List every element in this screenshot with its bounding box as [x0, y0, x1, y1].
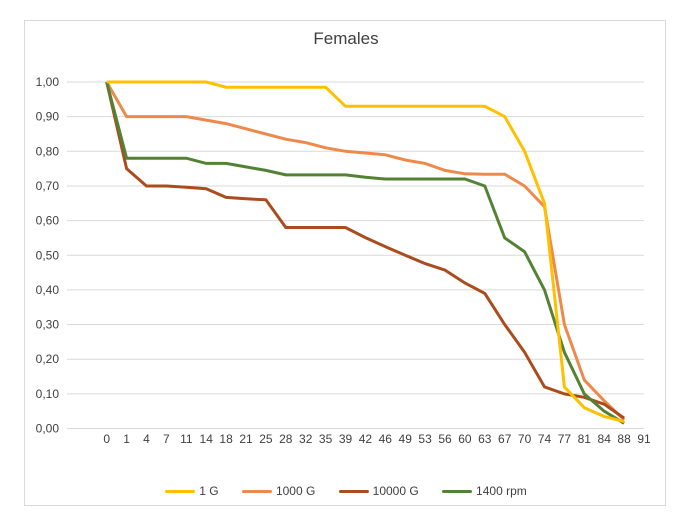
- svg-text:67: 67: [498, 432, 512, 446]
- svg-text:56: 56: [438, 432, 452, 446]
- svg-text:0,30: 0,30: [36, 318, 60, 332]
- svg-text:53: 53: [418, 432, 432, 446]
- svg-text:46: 46: [379, 432, 393, 446]
- svg-text:77: 77: [558, 432, 572, 446]
- svg-text:0,70: 0,70: [36, 179, 60, 193]
- svg-text:35: 35: [319, 432, 333, 446]
- svg-text:14: 14: [200, 432, 214, 446]
- svg-text:0,40: 0,40: [36, 283, 60, 297]
- svg-text:0,20: 0,20: [36, 352, 60, 366]
- svg-text:0,90: 0,90: [36, 110, 60, 124]
- svg-text:0,10: 0,10: [36, 387, 60, 401]
- svg-text:81: 81: [578, 432, 592, 446]
- svg-text:0,00: 0,00: [36, 422, 60, 436]
- svg-text:49: 49: [399, 432, 413, 446]
- svg-text:1,00: 1,00: [36, 75, 60, 89]
- svg-text:1: 1: [123, 432, 130, 446]
- svg-text:0,80: 0,80: [36, 144, 60, 158]
- svg-text:0: 0: [103, 432, 110, 446]
- svg-text:74: 74: [538, 432, 552, 446]
- svg-text:70: 70: [518, 432, 532, 446]
- svg-text:42: 42: [359, 432, 373, 446]
- svg-text:0,60: 0,60: [36, 214, 60, 228]
- svg-text:60: 60: [458, 432, 472, 446]
- svg-text:88: 88: [617, 432, 631, 446]
- svg-text:4: 4: [143, 432, 150, 446]
- svg-text:21: 21: [239, 432, 253, 446]
- svg-text:28: 28: [279, 432, 293, 446]
- svg-text:84: 84: [598, 432, 612, 446]
- svg-text:18: 18: [219, 432, 233, 446]
- svg-text:7: 7: [163, 432, 170, 446]
- svg-text:91: 91: [637, 432, 651, 446]
- svg-text:39: 39: [339, 432, 353, 446]
- svg-text:25: 25: [259, 432, 273, 446]
- svg-text:0,50: 0,50: [36, 248, 60, 262]
- svg-text:11: 11: [180, 432, 193, 446]
- svg-text:32: 32: [299, 432, 313, 446]
- svg-text:63: 63: [478, 432, 492, 446]
